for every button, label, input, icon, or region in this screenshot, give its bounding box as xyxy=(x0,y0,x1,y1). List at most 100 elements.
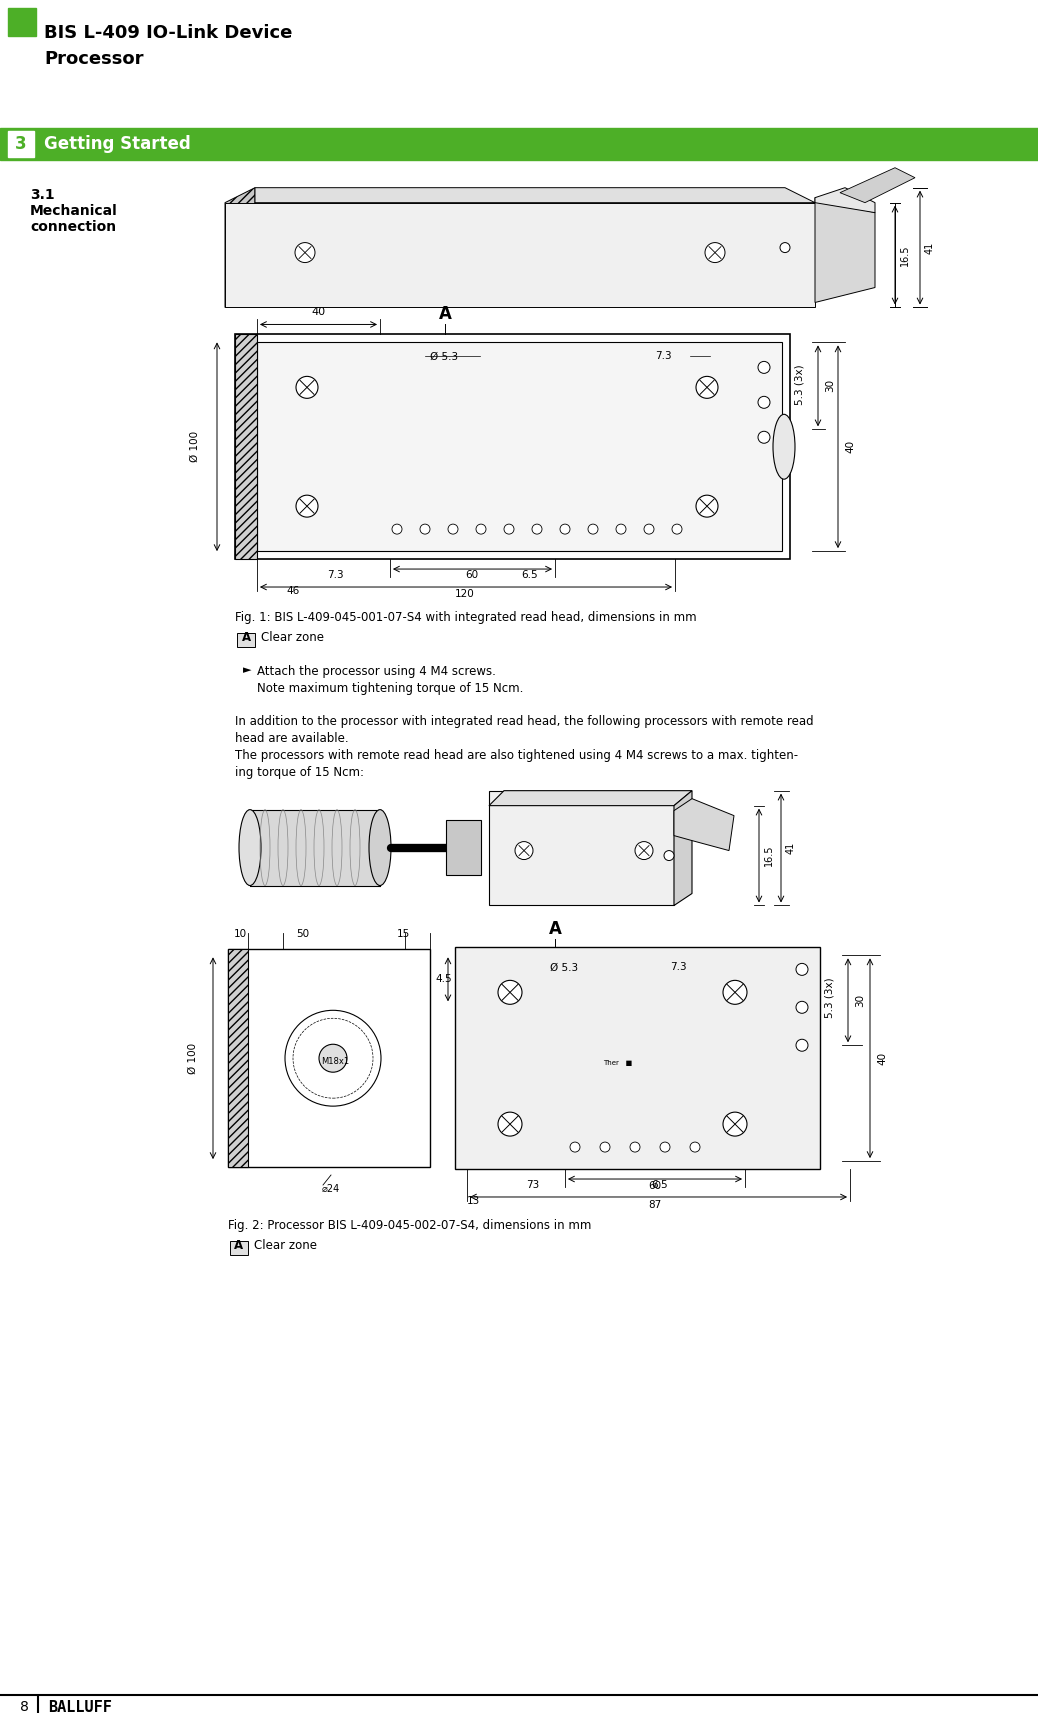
Circle shape xyxy=(600,1143,610,1151)
Text: Ø 100: Ø 100 xyxy=(190,431,200,462)
Circle shape xyxy=(498,980,522,1004)
Text: 7.3: 7.3 xyxy=(327,570,344,580)
Text: ►: ► xyxy=(243,664,251,674)
Polygon shape xyxy=(255,187,815,202)
Text: Ther   ■: Ther ■ xyxy=(603,1060,632,1066)
Bar xyxy=(0,127,1038,160)
Text: ⌀24: ⌀24 xyxy=(322,1184,340,1194)
Circle shape xyxy=(515,841,532,860)
Text: 5.3 (3x): 5.3 (3x) xyxy=(795,364,805,405)
Circle shape xyxy=(758,396,770,408)
Text: 13: 13 xyxy=(466,1196,480,1206)
Text: 6.5: 6.5 xyxy=(522,570,539,580)
Text: 41: 41 xyxy=(786,843,796,855)
Bar xyxy=(230,1241,248,1254)
Text: 40: 40 xyxy=(877,1052,887,1066)
Polygon shape xyxy=(225,202,815,307)
Text: Fig. 1: BIS L-409-045-001-07-S4 with integrated read head, dimensions in mm: Fig. 1: BIS L-409-045-001-07-S4 with int… xyxy=(235,611,696,625)
Circle shape xyxy=(420,523,430,534)
Circle shape xyxy=(616,523,626,534)
Text: 40: 40 xyxy=(312,307,326,317)
Circle shape xyxy=(664,851,674,860)
Polygon shape xyxy=(228,949,248,1167)
Text: 30: 30 xyxy=(855,994,865,1007)
Circle shape xyxy=(696,376,718,398)
Circle shape xyxy=(570,1143,580,1151)
Text: 41: 41 xyxy=(925,242,935,254)
Text: 46: 46 xyxy=(286,585,300,595)
Text: connection: connection xyxy=(30,220,116,233)
Text: 8: 8 xyxy=(20,1701,29,1714)
Text: 30: 30 xyxy=(825,379,835,393)
Text: 16.5: 16.5 xyxy=(900,244,910,266)
Text: A: A xyxy=(235,1239,244,1253)
Circle shape xyxy=(296,376,318,398)
Text: 6.5: 6.5 xyxy=(652,1181,668,1189)
Polygon shape xyxy=(674,791,692,906)
Text: 7.3: 7.3 xyxy=(670,963,686,973)
Text: Attach the processor using 4 M4 screws.: Attach the processor using 4 M4 screws. xyxy=(257,664,496,678)
Text: 3.1: 3.1 xyxy=(30,187,55,202)
Circle shape xyxy=(758,431,770,443)
Circle shape xyxy=(635,841,653,860)
Circle shape xyxy=(758,362,770,374)
Ellipse shape xyxy=(773,414,795,479)
Text: A: A xyxy=(242,631,250,645)
Text: A: A xyxy=(548,920,562,939)
Bar xyxy=(257,343,782,551)
Circle shape xyxy=(295,242,315,263)
Circle shape xyxy=(319,1045,347,1072)
Circle shape xyxy=(476,523,486,534)
Bar xyxy=(489,791,674,906)
Text: Clear zone: Clear zone xyxy=(261,631,324,645)
Text: head are available.: head are available. xyxy=(235,731,349,745)
Circle shape xyxy=(296,496,318,517)
Text: Note maximum tightening torque of 15 Ncm.: Note maximum tightening torque of 15 Ncm… xyxy=(257,681,523,695)
Polygon shape xyxy=(815,187,875,213)
Polygon shape xyxy=(235,335,257,559)
Text: 73: 73 xyxy=(526,1181,540,1189)
Ellipse shape xyxy=(239,810,261,885)
Text: 40: 40 xyxy=(845,441,855,453)
Circle shape xyxy=(498,1112,522,1136)
Text: 15: 15 xyxy=(397,930,410,939)
Text: 120: 120 xyxy=(455,589,474,599)
Circle shape xyxy=(559,523,570,534)
Circle shape xyxy=(660,1143,670,1151)
Text: Getting Started: Getting Started xyxy=(44,136,191,153)
Circle shape xyxy=(285,1011,381,1107)
Text: 60: 60 xyxy=(465,570,479,580)
Circle shape xyxy=(532,523,542,534)
Text: Processor: Processor xyxy=(44,50,143,69)
Bar xyxy=(250,810,380,885)
Circle shape xyxy=(644,523,654,534)
Bar xyxy=(8,130,34,156)
Text: 5.3 (3x): 5.3 (3x) xyxy=(825,976,835,1018)
Bar xyxy=(446,820,481,875)
Circle shape xyxy=(588,523,598,534)
Polygon shape xyxy=(674,798,734,851)
Ellipse shape xyxy=(368,810,391,885)
Circle shape xyxy=(448,523,458,534)
Text: 60: 60 xyxy=(649,1181,661,1191)
Circle shape xyxy=(723,980,747,1004)
Polygon shape xyxy=(225,187,255,307)
Text: M18x1: M18x1 xyxy=(321,1057,349,1066)
Text: The processors with remote read head are also tightened using 4 M4 screws to a m: The processors with remote read head are… xyxy=(235,748,798,762)
Bar xyxy=(8,9,36,36)
Text: Ø 5.3: Ø 5.3 xyxy=(430,352,458,362)
Text: Ø 100: Ø 100 xyxy=(188,1043,198,1074)
Circle shape xyxy=(796,1002,808,1012)
Text: Mechanical: Mechanical xyxy=(30,204,117,218)
Bar xyxy=(235,335,790,559)
Polygon shape xyxy=(840,168,916,202)
Text: 10: 10 xyxy=(234,930,247,939)
Text: Clear zone: Clear zone xyxy=(254,1239,317,1253)
Circle shape xyxy=(630,1143,640,1151)
Bar xyxy=(228,949,430,1167)
Text: Ø 5.3: Ø 5.3 xyxy=(550,963,578,973)
Text: 4.5: 4.5 xyxy=(435,975,452,985)
Text: Fig. 2: Processor BIS L-409-045-002-07-S4, dimensions in mm: Fig. 2: Processor BIS L-409-045-002-07-S… xyxy=(228,1218,592,1232)
Text: BALLUFF: BALLUFF xyxy=(48,1699,112,1714)
Circle shape xyxy=(796,963,808,975)
